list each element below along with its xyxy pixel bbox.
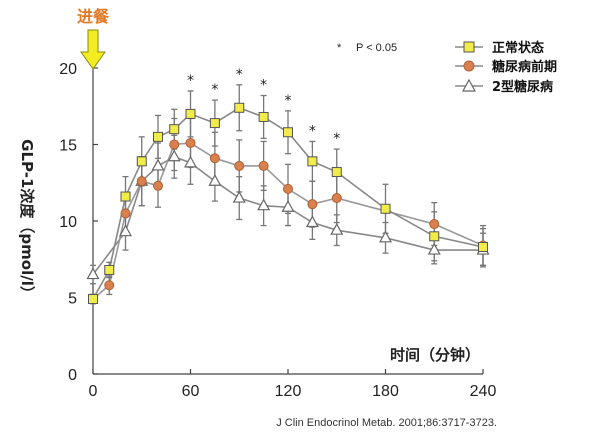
data-point-triangle [151, 158, 165, 171]
data-point-square [185, 108, 196, 119]
x-tick-label: 0 [89, 383, 98, 400]
legend-item-t2dm: 2型糖尿病 [455, 78, 553, 95]
x-tick-label: 60 [182, 383, 200, 400]
data-point-square [104, 264, 115, 275]
source-citation: J Clin Endocrinol Metab. 2001;86:3717-37… [276, 417, 497, 429]
legend-label: 糖尿病前期 [492, 59, 557, 75]
significance-star: * [285, 93, 292, 109]
data-point-circle [153, 180, 163, 191]
significance-note-text: P < 0.05 [356, 42, 397, 54]
data-point-triangle [330, 222, 344, 235]
data-point-square [258, 111, 269, 122]
data-point-square [429, 231, 440, 242]
legend-item-normal: 正常状态 [455, 40, 544, 56]
data-point-square [209, 118, 220, 129]
legend-triangle-marker [461, 78, 477, 92]
legend-item-prediabetes: 糖尿病前期 [455, 59, 557, 75]
legend-label: 2型糖尿病 [492, 79, 553, 95]
significance-star: * [260, 78, 267, 94]
data-point-triangle [118, 224, 133, 237]
y-tick-label: 10 [59, 214, 77, 231]
data-point-circle [429, 219, 440, 230]
data-point-square [283, 127, 293, 138]
data-point-circle [169, 139, 180, 150]
data-point-square [169, 124, 180, 135]
data-point-square [307, 156, 318, 167]
meal-label: 进餐 [77, 7, 110, 26]
data-point-triangle [281, 199, 295, 212]
data-point-square [120, 191, 131, 202]
significance-star: * [187, 73, 194, 89]
y-tick-label: 20 [59, 61, 77, 78]
axis-ticks: 0 60 120 180 240 0 5 10 15 20 [59, 61, 496, 400]
data-point-square [331, 167, 342, 178]
x-tick-label: 180 [372, 383, 399, 400]
data-point-triangle [232, 190, 246, 203]
data-point-circle [283, 183, 293, 194]
significance-stars: * * * * * * * [187, 67, 340, 147]
data-point-circle [209, 153, 220, 164]
x-tick-label: 120 [275, 383, 302, 400]
y-tick-label: 0 [68, 367, 77, 384]
data-point-triangle [86, 267, 100, 280]
data-point-square [136, 156, 147, 167]
significance-star: * [333, 131, 340, 147]
significance-note-symbol: * [337, 42, 342, 54]
series-line [92, 106, 484, 300]
significance-note: * P < 0.05 [337, 42, 397, 54]
y-axis-title: GLP-1浓度（pmol/l） [18, 139, 36, 301]
data-point-triangle [378, 230, 393, 243]
data-point-triangle [305, 215, 319, 228]
data-point-square [478, 242, 488, 253]
data-point-circle [120, 208, 131, 219]
data-point-square [380, 203, 391, 214]
data-point-square [88, 294, 98, 305]
data-point-circle [136, 176, 147, 187]
meal-arrow-icon [80, 29, 106, 70]
legend: 正常状态 糖尿病前期 2型糖尿病 [455, 40, 557, 95]
data-point-circle [185, 137, 196, 148]
data-point-circle [331, 193, 342, 204]
data-point-triangle [167, 149, 181, 162]
significance-star: * [309, 123, 316, 139]
data-point-circle [258, 160, 269, 171]
data-point-triangle [183, 155, 198, 168]
y-tick-label: 15 [59, 138, 77, 155]
data-point-triangle [257, 198, 271, 211]
significance-star: * [236, 67, 243, 83]
data-point-circle [307, 199, 318, 210]
x-tick-label: 240 [470, 383, 497, 400]
markers-square [88, 102, 488, 305]
y-tick-label: 5 [68, 291, 77, 308]
legend-circle-marker [463, 60, 475, 72]
data-point-triangle [208, 173, 222, 186]
legend-square-marker [463, 41, 475, 53]
data-point-square [234, 102, 245, 113]
data-point-circle [234, 160, 245, 171]
x-axis-title: 时间（分钟） [390, 346, 480, 364]
plot-area [86, 84, 490, 305]
meal-annotation: 进餐 [77, 7, 110, 70]
data-point-square [153, 131, 163, 142]
significance-star: * [211, 82, 218, 98]
legend-label: 正常状态 [492, 40, 544, 56]
data-point-triangle [427, 242, 441, 255]
data-point-circle [104, 280, 115, 291]
